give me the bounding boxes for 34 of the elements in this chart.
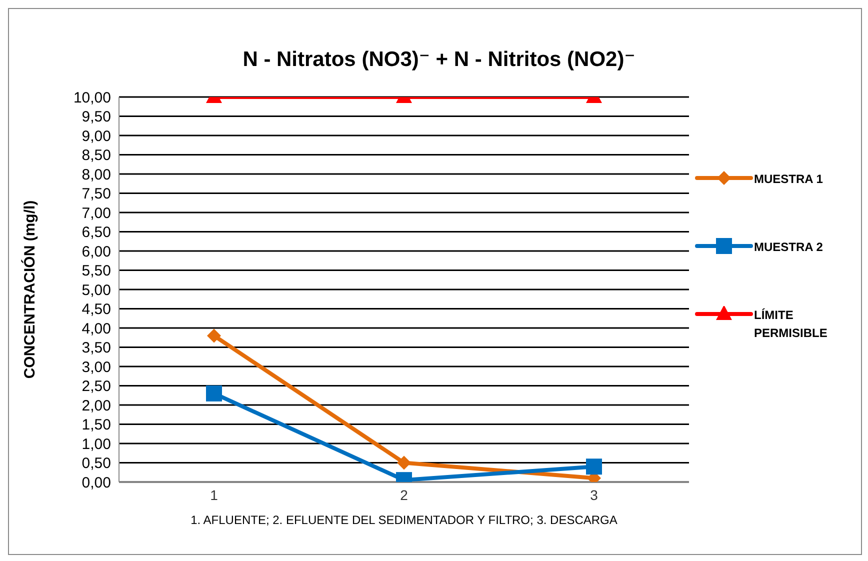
y-tick-label: 2,00 (82, 397, 111, 414)
y-tick-label: 0,00 (82, 474, 111, 492)
y-tick-label: 5,50 (82, 262, 111, 280)
point (586, 458, 602, 475)
y-tick-label: 3,50 (82, 340, 111, 357)
y-tick-label: 7,50 (82, 186, 111, 203)
y-tick-label: 4,50 (82, 301, 111, 318)
y-tick-label: 8,50 (82, 147, 111, 164)
y-tick-label: 1,50 (82, 416, 111, 434)
y-tick-label: 4,00 (82, 320, 111, 338)
y-tick-label: 8,00 (82, 166, 111, 184)
point (206, 385, 222, 402)
point (207, 328, 221, 343)
y-tick-label: 7,00 (82, 204, 111, 222)
y-tick-label: 10,00 (73, 89, 111, 106)
legend-label: LÍMITE PERMISIBLE (754, 306, 828, 342)
x-tick-label: 2 (400, 486, 408, 503)
y-tick-label: 9,00 (82, 128, 111, 145)
y-tick-label: 2,50 (82, 378, 111, 396)
y-axis-title: CONCENTRACIÓN (mg/l) (20, 200, 38, 379)
y-tick-label: 5,00 (82, 282, 111, 299)
y-tick-label: 3,00 (82, 358, 111, 376)
x-tick-label: 3 (590, 486, 598, 503)
x-tick-label: 1 (210, 486, 218, 503)
legend-label: MUESTRA 1 (754, 170, 824, 188)
y-tick-label: 6,00 (82, 243, 111, 260)
y-tick-label: 1,00 (82, 436, 111, 453)
y-tick-label: 6,50 (82, 224, 111, 242)
point (397, 456, 411, 470)
x-axis-title: 1. AFLUENTE; 2. EFLUENTE DEL SEDIMENTADOR Y FILTRO; 3. DESCARGA (190, 513, 618, 527)
legend-label: MUESTRA 2 (754, 238, 824, 256)
y-tick-label: 9,50 (82, 108, 111, 126)
chart-title: N - Nitratos (NO3)⁻ + N - Nitritos (NO2)⁻ (242, 47, 636, 72)
y-tick-label: 0,50 (82, 455, 111, 472)
